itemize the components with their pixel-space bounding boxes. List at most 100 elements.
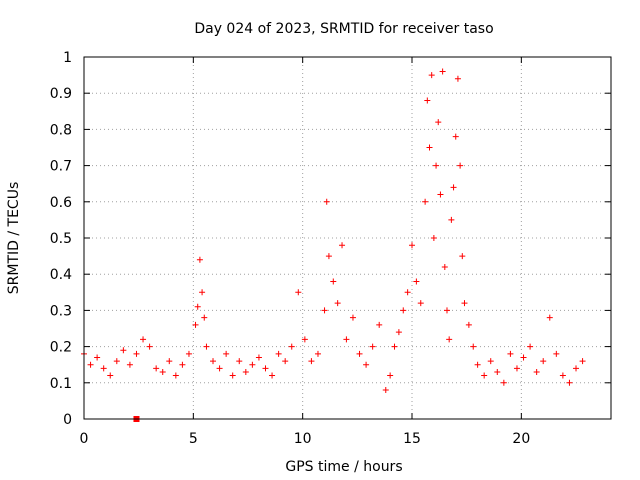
data-point xyxy=(295,289,302,296)
data-point xyxy=(426,144,433,151)
data-point xyxy=(275,350,282,357)
data-point xyxy=(553,350,560,357)
data-point xyxy=(194,303,201,310)
data-point xyxy=(387,372,394,379)
data-point xyxy=(223,350,230,357)
data-point xyxy=(159,368,166,375)
data-point xyxy=(382,387,389,394)
data-point xyxy=(323,198,330,205)
data-point xyxy=(120,347,127,354)
data-point xyxy=(203,343,210,350)
y-tick-label: 0.4 xyxy=(50,267,72,283)
data-point xyxy=(395,329,402,336)
data-point xyxy=(527,343,534,350)
data-point xyxy=(400,307,407,314)
y-tick-label: 0.6 xyxy=(50,195,72,211)
data-point xyxy=(343,336,350,343)
x-tick-label: 15 xyxy=(403,431,421,447)
data-point xyxy=(363,361,370,368)
data-point xyxy=(94,354,101,361)
data-point xyxy=(356,350,363,357)
x-axis-label: GPS time / hours xyxy=(285,459,402,475)
data-point xyxy=(424,97,431,104)
data-point xyxy=(314,350,321,357)
plot-frame xyxy=(83,56,612,420)
data-point xyxy=(192,321,199,328)
data-point xyxy=(146,343,153,350)
data-point xyxy=(559,372,566,379)
data-point xyxy=(409,242,416,249)
x-tick-label: 5 xyxy=(189,431,198,447)
x-tick-label: 0 xyxy=(80,431,89,447)
data-point xyxy=(133,350,140,357)
x-tick-label: 10 xyxy=(294,431,312,447)
data-point xyxy=(470,343,477,350)
data-point xyxy=(533,368,540,375)
data-point xyxy=(262,365,269,372)
data-point xyxy=(334,300,341,307)
y-tick-label: 0.5 xyxy=(50,231,72,247)
data-points xyxy=(81,68,586,422)
data-point xyxy=(439,68,446,75)
data-point xyxy=(339,242,346,249)
data-point xyxy=(454,75,461,82)
data-point xyxy=(249,361,256,368)
data-point xyxy=(330,278,337,285)
data-point xyxy=(494,368,501,375)
data-point xyxy=(301,336,308,343)
data-point xyxy=(546,314,553,321)
data-point xyxy=(87,361,94,368)
data-point xyxy=(428,72,435,79)
data-point xyxy=(199,289,206,296)
data-point xyxy=(100,365,107,372)
data-point xyxy=(520,354,527,361)
data-point xyxy=(413,278,420,285)
y-tick-label: 0 xyxy=(63,412,72,428)
data-point xyxy=(507,350,514,357)
data-point xyxy=(437,191,444,198)
data-point xyxy=(107,372,114,379)
data-point xyxy=(242,368,249,375)
data-point xyxy=(369,343,376,350)
data-point xyxy=(404,289,411,296)
data-point xyxy=(481,372,488,379)
data-point xyxy=(422,198,429,205)
data-point xyxy=(446,336,453,343)
data-point xyxy=(288,343,295,350)
data-point xyxy=(579,358,586,365)
y-tick-label: 0.3 xyxy=(50,303,72,319)
data-point xyxy=(113,358,120,365)
data-point xyxy=(308,358,315,365)
data-point xyxy=(513,365,520,372)
axis-ticks xyxy=(83,56,611,420)
data-point xyxy=(210,358,217,365)
data-point xyxy=(457,162,464,169)
x-tick-labels: 0 5 10 15 20 xyxy=(80,431,531,447)
data-point xyxy=(153,365,160,372)
x-tick-label: 20 xyxy=(512,431,530,447)
data-point xyxy=(452,133,459,140)
data-point xyxy=(216,365,223,372)
data-point xyxy=(201,314,208,321)
y-tick-label: 0.8 xyxy=(50,122,72,138)
y-tick-label: 0.2 xyxy=(50,340,72,356)
y-tick-label: 1 xyxy=(63,50,72,66)
y-axis-label: SRMTID / TECUs xyxy=(6,182,22,295)
y-tick-label: 0.7 xyxy=(50,159,72,175)
data-point xyxy=(487,358,494,365)
data-point xyxy=(443,307,450,314)
data-point xyxy=(461,300,468,307)
data-point xyxy=(321,307,328,314)
data-point xyxy=(126,361,133,368)
y-tick-labels: 0 0.1 0.2 0.3 0.4 0.5 0.6 0.7 0.8 0.9 1 xyxy=(50,50,72,428)
data-point xyxy=(465,321,472,328)
data-point xyxy=(166,358,173,365)
data-point xyxy=(349,314,356,321)
data-point xyxy=(433,162,440,169)
data-point xyxy=(441,263,448,270)
data-point xyxy=(269,372,276,379)
data-point xyxy=(459,253,466,260)
data-point xyxy=(140,336,147,343)
data-point xyxy=(255,354,262,361)
